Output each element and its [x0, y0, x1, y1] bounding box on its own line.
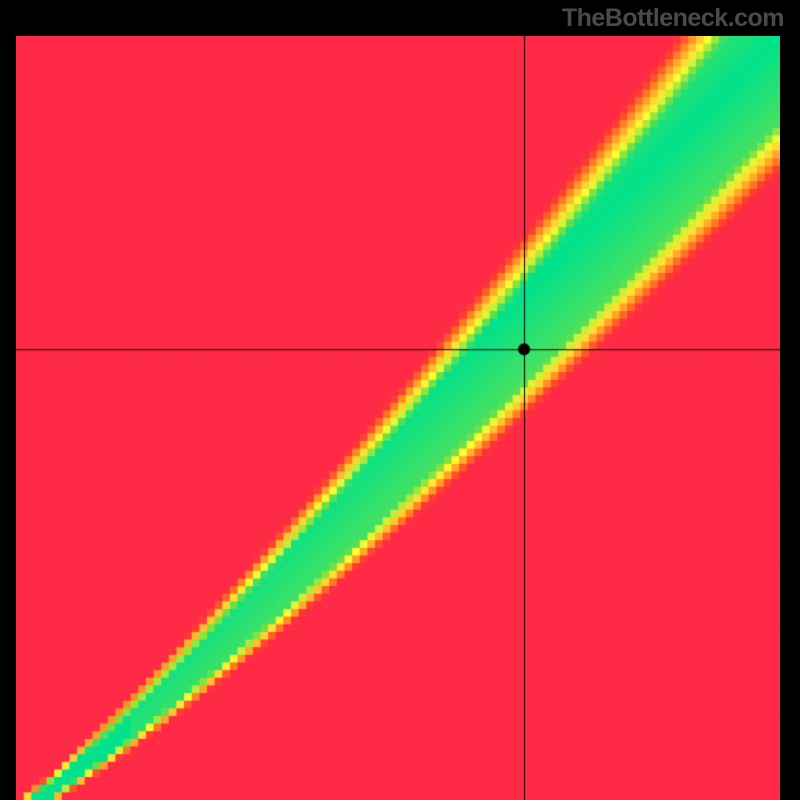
bottleneck-heatmap: [16, 36, 780, 800]
chart-container: TheBottleneck.com: [0, 0, 800, 800]
watermark-text: TheBottleneck.com: [562, 4, 784, 33]
